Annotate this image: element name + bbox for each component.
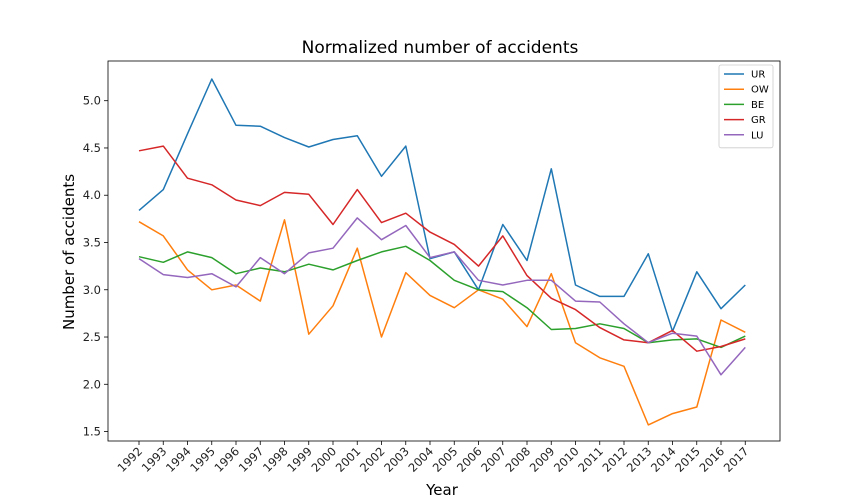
- chart-title: Normalized number of accidents: [302, 38, 579, 58]
- x-tick-label: 2006: [454, 444, 485, 475]
- y-tick-label: 4.0: [83, 188, 101, 202]
- x-tick-label: 2001: [333, 444, 364, 475]
- y-tick-label: 4.5: [83, 141, 101, 155]
- series-line-lu: [138, 217, 746, 376]
- x-tick-label: 2012: [600, 444, 631, 475]
- x-tick-label: 1996: [212, 444, 243, 475]
- y-tick-label: 2.5: [83, 330, 101, 344]
- x-tick-label: 1993: [139, 444, 170, 475]
- x-tick-label: 2013: [624, 444, 655, 475]
- y-tick-label: 3.5: [83, 235, 101, 249]
- y-tick-label: 2.0: [83, 377, 101, 391]
- series-line-be: [138, 245, 746, 349]
- y-tick-label: 1.5: [83, 425, 101, 439]
- legend: UR OW BE GR LU: [718, 64, 774, 149]
- x-tick-label: 2002: [357, 444, 388, 475]
- x-tick-label: 2003: [381, 444, 412, 475]
- x-axis-title: Year: [425, 481, 459, 499]
- legend-label-be: BE: [751, 100, 764, 111]
- x-tick-label: 2011: [575, 444, 606, 475]
- x-tick-label: 2017: [721, 444, 752, 475]
- x-tick-label: 2007: [478, 444, 509, 475]
- x-tick-label: 2004: [406, 444, 437, 475]
- x-tick-label: 2005: [430, 444, 461, 475]
- legend-box: [718, 64, 774, 149]
- legend-label-ow: OW: [751, 85, 769, 96]
- x-tick-label: 1997: [236, 444, 267, 475]
- y-tick-label: 5.0: [83, 94, 101, 108]
- plot-frame: [107, 60, 781, 442]
- series-line-ur: [138, 78, 746, 333]
- legend-label-lu: LU: [751, 130, 763, 141]
- x-tick-label: 2000: [309, 444, 340, 475]
- y-axis: 1.5 2.0 2.5 3.0 3.5 4.0 4.5 5.0: [83, 94, 108, 439]
- x-axis: 1992199319941995199619971998199920002001…: [115, 441, 752, 475]
- x-tick-label: 1999: [284, 444, 315, 475]
- x-tick-label: 2009: [527, 444, 558, 475]
- y-tick-label: 3.0: [83, 283, 101, 297]
- x-tick-label: 2015: [672, 444, 703, 475]
- x-tick-label: 2016: [697, 444, 728, 475]
- series-lines: [138, 78, 746, 426]
- x-tick-label: 1998: [260, 444, 291, 475]
- legend-label-gr: GR: [751, 115, 766, 126]
- legend-label-ur: UR: [751, 70, 765, 81]
- x-tick-label: 1992: [115, 444, 146, 475]
- x-tick-label: 2010: [551, 444, 582, 475]
- plot-area: [107, 60, 781, 442]
- x-tick-label: 2014: [648, 444, 679, 475]
- y-axis-title: Number of accidents: [60, 174, 78, 330]
- x-tick-label: 1994: [163, 444, 194, 475]
- x-tick-label: 1995: [187, 444, 218, 475]
- x-tick-label: 2008: [503, 444, 534, 475]
- series-line-gr: [138, 145, 746, 352]
- series-line-ow: [138, 219, 746, 426]
